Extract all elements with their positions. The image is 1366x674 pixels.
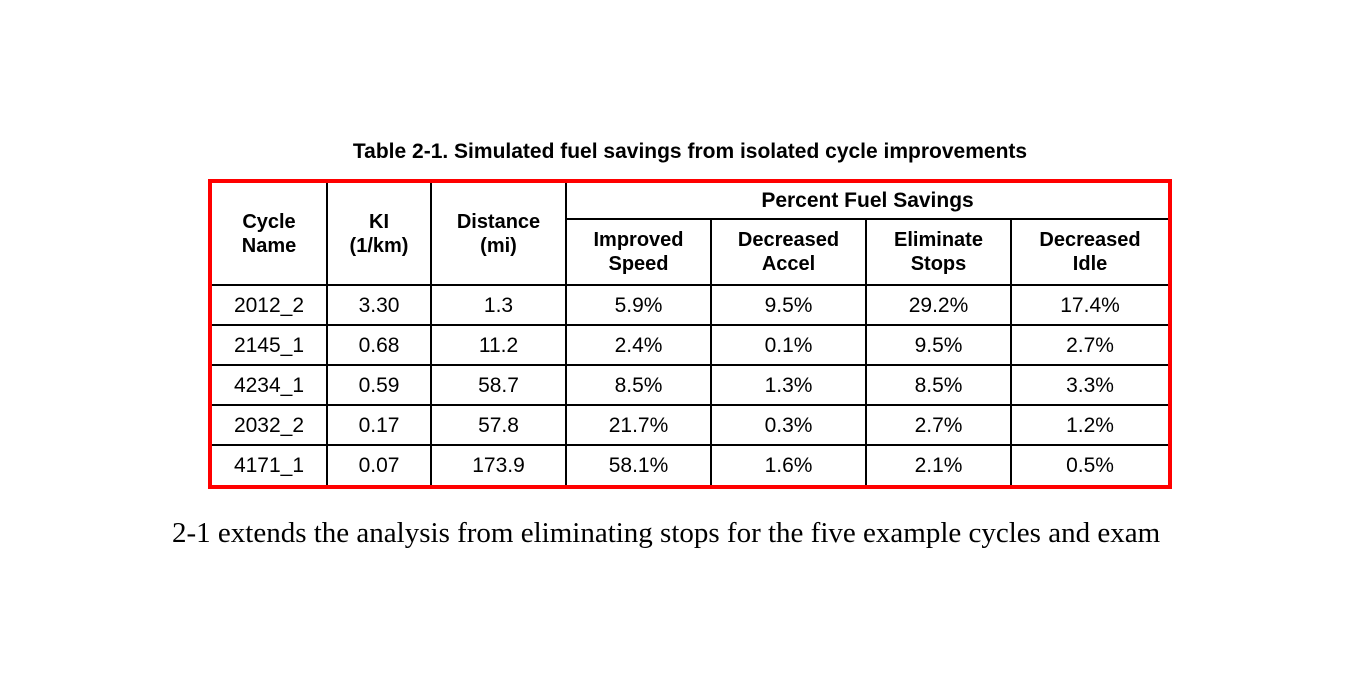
column-header-eliminate-stops: Eliminate Stops bbox=[865, 218, 1012, 286]
table-cell-eliminate-stops: 29.2% bbox=[865, 284, 1012, 326]
column-header-improved-speed: Improved Speed bbox=[565, 218, 712, 286]
table-cell-decreased-idle: 0.5% bbox=[1009, 444, 1169, 485]
table-cell-decreased-idle: 2.7% bbox=[1009, 324, 1169, 366]
table-cell-cycle-name: 2032_2 bbox=[212, 404, 328, 446]
table-row: 2012_2 3.30 1.3 5.9% 9.5% 29.2% 17.4% bbox=[212, 284, 1169, 326]
table-cell-distance: 58.7 bbox=[430, 364, 567, 406]
table-cell-decreased-idle: 17.4% bbox=[1009, 284, 1169, 326]
table-cell-improved-speed: 58.1% bbox=[565, 444, 712, 485]
table-cell-cycle-name: 4234_1 bbox=[212, 364, 328, 406]
table-cell-ki: 0.59 bbox=[326, 364, 432, 406]
table-cell-decreased-idle: 1.2% bbox=[1009, 404, 1169, 446]
table-cell-eliminate-stops: 8.5% bbox=[865, 364, 1012, 406]
column-header-decreased-accel: Decreased Accel bbox=[710, 218, 867, 286]
table-cell-decreased-accel: 1.6% bbox=[710, 444, 867, 485]
table-cell-cycle-name: 2145_1 bbox=[212, 324, 328, 366]
column-header-cycle-name: Cycle Name bbox=[212, 183, 328, 286]
table-row: 2032_2 0.17 57.8 21.7% 0.3% 2.7% 1.2% bbox=[212, 404, 1169, 446]
table-cell-decreased-accel: 0.3% bbox=[710, 404, 867, 446]
table-cell-distance: 1.3 bbox=[430, 284, 567, 326]
table-title: Table 2-1. Simulated fuel savings from i… bbox=[352, 140, 1028, 163]
table-cell-ki: 0.07 bbox=[326, 444, 432, 485]
table-cell-eliminate-stops: 2.1% bbox=[865, 444, 1012, 485]
table-cell-improved-speed: 2.4% bbox=[565, 324, 712, 366]
column-header-ki: KI (1/km) bbox=[326, 183, 432, 286]
table-cell-cycle-name: 2012_2 bbox=[212, 284, 328, 326]
table-cell-ki: 0.17 bbox=[326, 404, 432, 446]
column-header-distance: Distance (mi) bbox=[430, 183, 567, 286]
table-cell-eliminate-stops: 9.5% bbox=[865, 324, 1012, 366]
table-cell-decreased-idle: 3.3% bbox=[1009, 364, 1169, 406]
fuel-savings-table: Cycle Name KI (1/km) Distance (mi) Perce… bbox=[208, 179, 1173, 489]
table-cell-ki: 3.30 bbox=[326, 284, 432, 326]
table-cell-cycle-name: 4171_1 bbox=[212, 444, 328, 485]
table-row: 4171_1 0.07 173.9 58.1% 1.6% 2.1% 0.5% bbox=[212, 444, 1169, 485]
table-cell-decreased-accel: 9.5% bbox=[710, 284, 867, 326]
table-header-row-group: Cycle Name KI (1/km) Distance (mi) Perce… bbox=[212, 183, 1169, 286]
column-group-header-percent-fuel-savings: Percent Fuel Savings bbox=[564, 183, 1169, 220]
table-cell-distance: 57.8 bbox=[430, 404, 567, 446]
table-cell-eliminate-stops: 2.7% bbox=[865, 404, 1012, 446]
table-cell-decreased-accel: 0.1% bbox=[710, 324, 867, 366]
table-cell-improved-speed: 8.5% bbox=[565, 364, 712, 406]
table-cell-distance: 173.9 bbox=[430, 444, 567, 485]
table-cell-decreased-accel: 1.3% bbox=[710, 364, 867, 406]
table-cell-distance: 11.2 bbox=[430, 324, 567, 366]
table-cell-improved-speed: 5.9% bbox=[565, 284, 712, 326]
body-text: 2-1 extends the analysis from eliminatin… bbox=[172, 517, 1161, 549]
table-header-row-sub: Improved Speed Decreased Accel Eliminate… bbox=[212, 218, 1169, 286]
table-row: 2145_1 0.68 11.2 2.4% 0.1% 9.5% 2.7% bbox=[212, 324, 1169, 366]
column-header-decreased-idle: Decreased Idle bbox=[1009, 218, 1169, 286]
table-row: 4234_1 0.59 58.7 8.5% 1.3% 8.5% 3.3% bbox=[212, 364, 1169, 406]
table-grid: Cycle Name KI (1/km) Distance (mi) Perce… bbox=[212, 183, 1169, 485]
table-cell-ki: 0.68 bbox=[326, 324, 432, 366]
table-cell-improved-speed: 21.7% bbox=[565, 404, 712, 446]
